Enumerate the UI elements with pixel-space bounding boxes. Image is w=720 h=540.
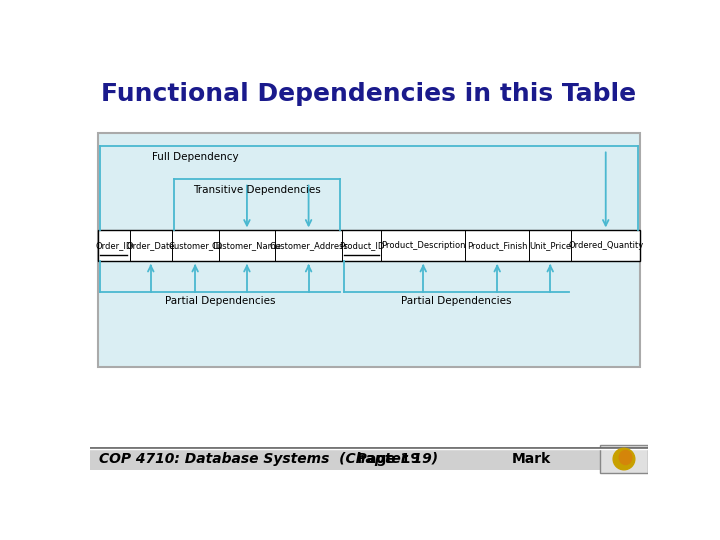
Text: Ordered_Quantity: Ordered_Quantity [568,241,644,250]
Text: Functional Dependencies in this Table: Functional Dependencies in this Table [102,82,636,106]
Bar [90,448,648,470]
Bar [98,231,640,261]
Text: Partial Dependencies: Partial Dependencies [165,296,275,306]
Text: Full Dependency: Full Dependency [152,152,238,162]
Text: Order_ID: Order_ID [95,241,132,250]
Text: Order_Date: Order_Date [127,241,175,250]
Text: Customer_ID: Customer_ID [168,241,222,250]
Bar [98,132,640,367]
Text: Unit_Price: Unit_Price [529,241,571,250]
Text: Partial Dependencies: Partial Dependencies [401,296,512,306]
Circle shape [613,448,635,470]
Bar [600,445,648,473]
Text: Product_Finish: Product_Finish [467,241,528,250]
Text: Mark: Mark [512,452,552,466]
Text: Product_ID: Product_ID [339,241,384,250]
Ellipse shape [618,450,632,465]
Text: Customer_Name: Customer_Name [212,241,282,250]
Text: Transitive Dependencies: Transitive Dependencies [193,185,320,195]
Text: Product_Description: Product_Description [381,241,466,250]
Text: Customer_Address: Customer_Address [269,241,348,250]
Text: COP 4710: Database Systems  (Chapter 19): COP 4710: Database Systems (Chapter 19) [99,452,438,466]
Text: Page 19: Page 19 [357,452,420,466]
